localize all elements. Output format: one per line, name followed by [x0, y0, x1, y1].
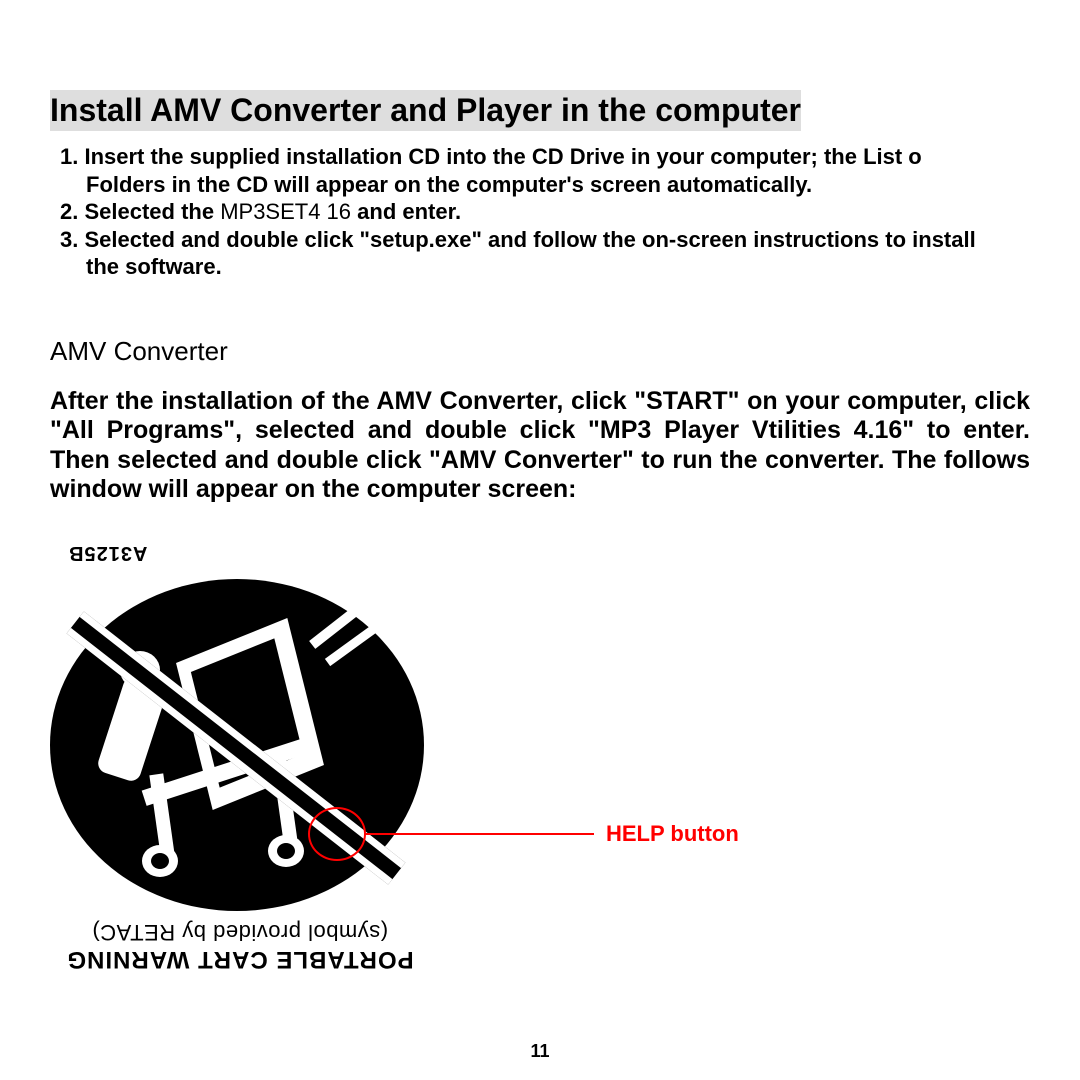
- instruction-3a: 3. Selected and double click "setup.exe"…: [60, 226, 1030, 254]
- figure-bottom-line-2: (symbol provided by RETAC): [50, 919, 430, 945]
- callout-circle: [308, 807, 366, 861]
- instruction-2-suffix: and enter.: [351, 199, 461, 224]
- callout-label: HELP button: [606, 821, 739, 847]
- body-paragraph: After the installation of the AMV Conver…: [50, 387, 1030, 505]
- instruction-1b: Folders in the CD will appear on the com…: [86, 171, 1030, 199]
- instruction-2: 2. Selected the MP3SET4 16 and enter.: [60, 198, 1030, 226]
- instruction-list: 1. Insert the supplied installation CD i…: [60, 143, 1030, 281]
- instruction-3b: the software.: [86, 253, 1030, 281]
- page-number: 11: [0, 1041, 1080, 1062]
- figure-bottom-line-1: PORTABLE CART WARNING: [50, 945, 430, 973]
- figure-bottom-upside-block: PORTABLE CART WARNING (symbol provided b…: [50, 919, 430, 977]
- instruction-1a: 1. Insert the supplied installation CD i…: [60, 143, 1030, 171]
- instruction-2-mid: MP3SET4 16: [220, 199, 351, 224]
- figure-top-label-upside: A3125B: [68, 541, 147, 564]
- callout-line: [364, 833, 594, 835]
- subsection-heading: AMV Converter: [50, 336, 1030, 367]
- section-heading: Install AMV Converter and Player in the …: [50, 90, 801, 131]
- warning-symbol-circle: [50, 579, 424, 911]
- figure: A3125B HELP button PORTABLE CART WARNING…: [50, 535, 610, 1015]
- instruction-2-prefix: 2. Selected the: [60, 199, 220, 224]
- symbol-wheel-2-inner: [277, 843, 295, 859]
- symbol-wheel-1-inner: [151, 853, 169, 869]
